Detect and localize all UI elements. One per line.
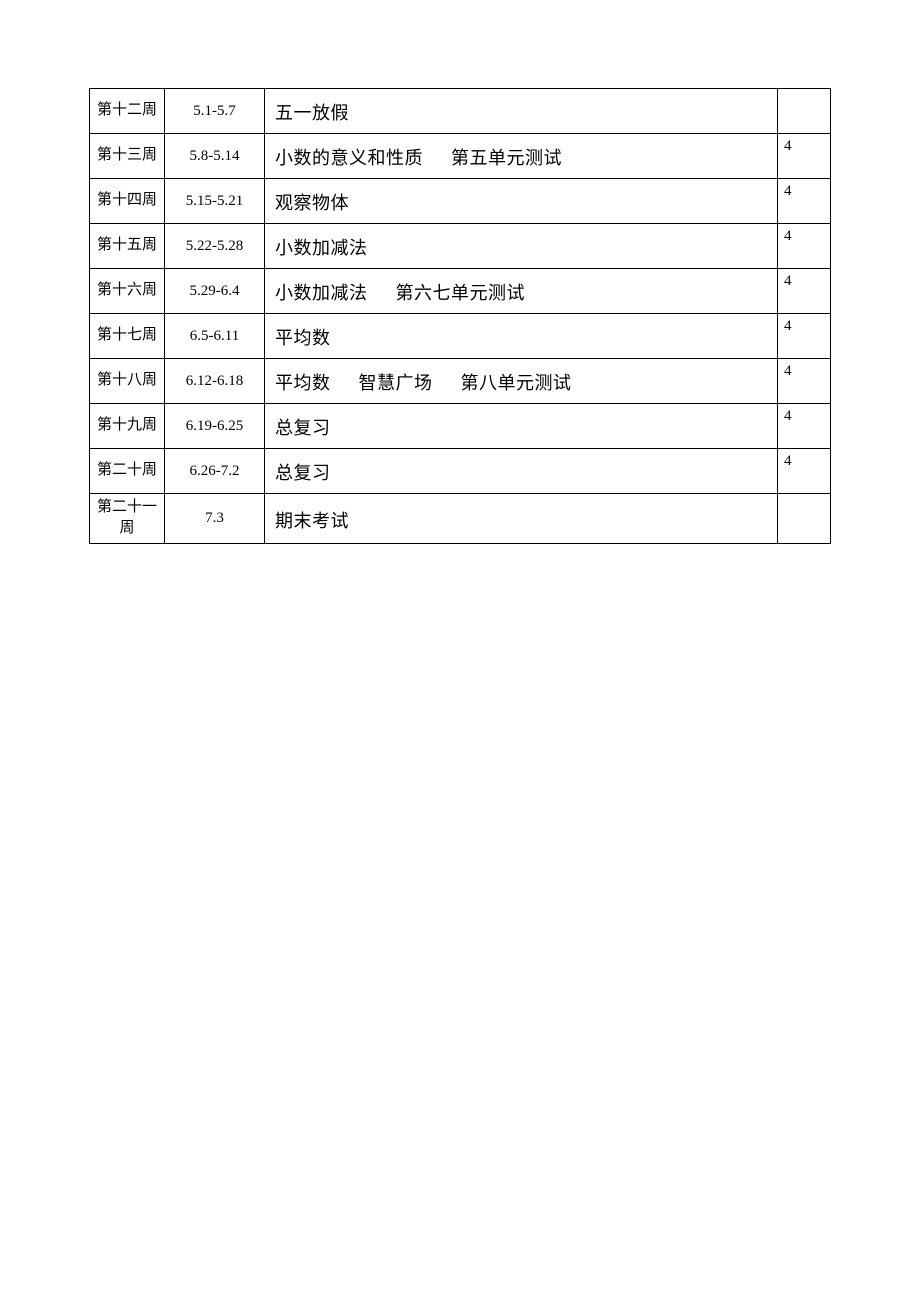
table-row: 第十九周6.19-6.25 总复习 4 — [90, 404, 831, 449]
content-part: 总复习 — [275, 418, 331, 438]
date-cell: 7.3 — [165, 494, 265, 544]
table-row: 第二十一周7.3 期末考试 — [90, 494, 831, 544]
content-part: 平均数 — [275, 328, 331, 348]
hours-cell: 4 — [778, 359, 831, 404]
hours-cell: 4 — [778, 224, 831, 269]
date-cell: 6.19-6.25 — [165, 404, 265, 449]
content-part: 五一放假 — [275, 103, 349, 123]
content-part: 小数的意义和性质 — [275, 148, 423, 168]
page-container: 第十二周5.1-5.7 五一放假第十三周5.8-5.14 小数的意义和性质 第五单元测… — [0, 0, 920, 544]
content-part: 总复习 — [275, 463, 331, 483]
content-cell: 总复习 — [265, 449, 778, 494]
date-cell: 5.15-5.21 — [165, 179, 265, 224]
week-cell: 第二十周 — [90, 449, 165, 494]
content-cell: 平均数 智慧广场 第八单元测试 — [265, 359, 778, 404]
week-cell: 第十六周 — [90, 269, 165, 314]
hours-cell: 4 — [778, 449, 831, 494]
content-cell: 五一放假 — [265, 89, 778, 134]
table-row: 第十三周5.8-5.14 小数的意义和性质 第五单元测试 4 — [90, 134, 831, 179]
content-cell: 小数加减法 — [265, 224, 778, 269]
content-cell: 小数的意义和性质 第五单元测试 — [265, 134, 778, 179]
content-part: 平均数 — [275, 373, 331, 393]
table-row: 第十二周5.1-5.7 五一放假 — [90, 89, 831, 134]
hours-cell: 4 — [778, 314, 831, 359]
table-row: 第十四周5.15-5.21 观察物体 4 — [90, 179, 831, 224]
week-cell: 第十八周 — [90, 359, 165, 404]
table-body: 第十二周5.1-5.7 五一放假第十三周5.8-5.14 小数的意义和性质 第五单元测… — [90, 89, 831, 544]
week-cell: 第十五周 — [90, 224, 165, 269]
hours-cell: 4 — [778, 404, 831, 449]
content-part: 第五单元测试 — [451, 148, 562, 168]
content-cell: 总复习 — [265, 404, 778, 449]
date-cell: 5.1-5.7 — [165, 89, 265, 134]
table-row: 第十八周6.12-6.18 平均数 智慧广场 第八单元测试 4 — [90, 359, 831, 404]
table-row: 第十六周5.29-6.4 小数加减法 第六七单元测试 4 — [90, 269, 831, 314]
week-cell: 第十七周 — [90, 314, 165, 359]
content-part: 第六七单元测试 — [396, 283, 526, 303]
schedule-table: 第十二周5.1-5.7 五一放假第十三周5.8-5.14 小数的意义和性质 第五单元测… — [89, 88, 831, 544]
content-cell: 小数加减法 第六七单元测试 — [265, 269, 778, 314]
week-cell: 第二十一周 — [90, 494, 165, 544]
date-cell: 6.5-6.11 — [165, 314, 265, 359]
date-cell: 5.29-6.4 — [165, 269, 265, 314]
table-row: 第十五周5.22-5.28 小数加减法 4 — [90, 224, 831, 269]
table-row: 第二十周6.26-7.2 总复习 4 — [90, 449, 831, 494]
content-part: 观察物体 — [275, 193, 349, 213]
week-cell: 第十三周 — [90, 134, 165, 179]
content-part: 小数加减法 — [275, 283, 368, 303]
content-part: 第八单元测试 — [461, 373, 572, 393]
date-cell: 5.8-5.14 — [165, 134, 265, 179]
content-cell: 平均数 — [265, 314, 778, 359]
week-cell: 第十四周 — [90, 179, 165, 224]
week-cell: 第十九周 — [90, 404, 165, 449]
date-cell: 6.26-7.2 — [165, 449, 265, 494]
content-part: 智慧广场 — [359, 373, 433, 393]
table-row: 第十七周6.5-6.11 平均数 4 — [90, 314, 831, 359]
hours-cell — [778, 89, 831, 134]
hours-cell: 4 — [778, 134, 831, 179]
content-cell: 期末考试 — [265, 494, 778, 544]
content-part: 期末考试 — [275, 511, 349, 531]
week-cell: 第十二周 — [90, 89, 165, 134]
hours-cell: 4 — [778, 179, 831, 224]
date-cell: 5.22-5.28 — [165, 224, 265, 269]
date-cell: 6.12-6.18 — [165, 359, 265, 404]
content-cell: 观察物体 — [265, 179, 778, 224]
content-part: 小数加减法 — [275, 238, 368, 258]
hours-cell: 4 — [778, 269, 831, 314]
hours-cell — [778, 494, 831, 544]
